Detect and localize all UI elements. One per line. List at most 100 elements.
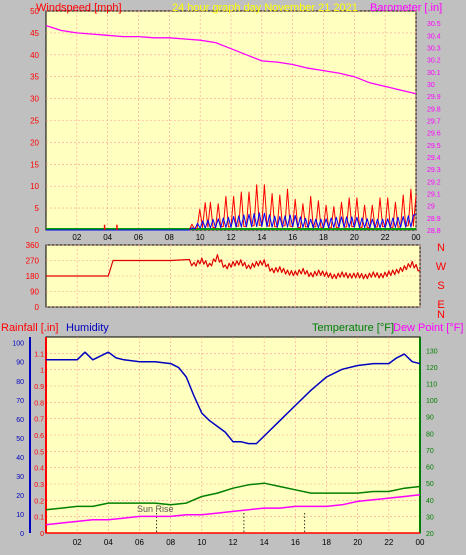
windspeed-axis-title: Windspeed [mph] (36, 2, 122, 14)
temperature-y-tick: 100 (426, 398, 438, 405)
direction-series (46, 254, 421, 280)
graph-title: 24 hour graph day November 21 2021 (172, 2, 358, 14)
barometer-y-tick: 30.1 (427, 70, 441, 77)
wind-baro-series (45, 24, 417, 231)
humidity-y-tick: 40 (16, 455, 24, 462)
wind-baro-x-tick: 20 (350, 233, 359, 242)
wind-average-line (46, 212, 417, 231)
windspeed-y-tick: 10 (30, 182, 39, 191)
barometer-y-tick: 29.8 (427, 106, 441, 113)
windspeed-y-tick: 35 (30, 73, 39, 82)
wind-baro-x-tick: 12 (227, 233, 236, 242)
barometer-y-tick: 29.9 (427, 94, 441, 101)
humidity-line (46, 351, 421, 445)
barometer-y-tick: 30 (427, 82, 435, 89)
barometer-y-tick: 30.5 (427, 21, 441, 28)
rainfall-y-tick: 0.3 (34, 482, 44, 489)
rainfall-y-tick: 0.5 (34, 449, 44, 456)
dewpoint-axis-title: Dew Point [°F] (393, 322, 463, 334)
compass-label: W (436, 261, 447, 273)
rainfall-y-tick: 0.7 (34, 417, 44, 424)
temp-humidity-x-tick: 16 (291, 538, 300, 547)
humidity-y-tick: 70 (16, 398, 24, 405)
windspeed-y-tick: 30 (30, 95, 39, 104)
barometer-y-tick: 29.1 (427, 192, 441, 199)
barometer-y-tick: 29.3 (427, 167, 441, 174)
compass-label: S (437, 280, 444, 292)
windspeed-y-tick: 20 (30, 138, 39, 147)
wind-baro-x-tick: 02 (72, 233, 81, 242)
rainfall-y-tick: 1 (40, 368, 44, 375)
rainfall-y-tick: 0.6 (34, 433, 44, 440)
temperature-y-tick: 60 (426, 465, 434, 472)
wind-baro-x-tick: 06 (134, 233, 143, 242)
compass-label: N (437, 242, 445, 254)
temperature-line (45, 482, 421, 511)
humidity-y-tick: 0 (20, 531, 24, 538)
temperature-y-tick: 110 (426, 382, 437, 389)
barometer-line (45, 24, 417, 95)
rainfall-y-tick: 0 (40, 531, 44, 538)
wind-direction-line (46, 254, 421, 280)
wind-baro-x-tick: 16 (288, 233, 297, 242)
temp-humidity-x-tick: 14 (260, 538, 269, 547)
barometer-y-tick: 29.7 (427, 119, 441, 126)
humidity-y-tick: 30 (16, 474, 24, 481)
direction-y-tick: 360 (26, 241, 40, 250)
wind-baro-x-tick: 04 (103, 233, 112, 242)
wind-baro-x-tick: 18 (319, 233, 328, 242)
rainfall-y-tick: 0.8 (34, 400, 44, 407)
temp-humidity-series (45, 351, 421, 534)
temp-humidity-x-tick: 10 (197, 538, 206, 547)
temperature-y-tick: 130 (426, 348, 438, 355)
direction-y-tick: 180 (26, 272, 40, 281)
dewpoint-line (45, 494, 421, 526)
temperature-y-tick: 80 (426, 431, 434, 438)
humidity-y-tick: 100 (12, 341, 24, 348)
temp-humidity-x-tick: 20 (353, 538, 362, 547)
barometer-y-tick: 29.4 (427, 155, 441, 162)
direction-y-tick: 90 (30, 288, 39, 297)
temperature-y-tick: 90 (426, 415, 434, 422)
direction-y-tick: 0 (35, 303, 40, 312)
rainfall-y-tick: 0.2 (34, 498, 44, 505)
windspeed-y-tick: 45 (30, 29, 39, 38)
temp-humidity-tick-labels: 02 04 06 08 10 12 14 16 18 20 22 0000.10.20.30.40.5… (12, 341, 437, 547)
humidity-y-tick: 80 (16, 379, 24, 386)
rainfall-y-tick: 0.1 (34, 515, 44, 522)
temp-humidity-x-tick: 12 (229, 538, 238, 547)
temp-humidity-x-tick: 08 (166, 538, 175, 547)
wind-baro-x-tick: 14 (257, 233, 266, 242)
humidity-axis-title: Humidity (66, 322, 109, 334)
sunrise-label: Sun Rise (137, 504, 174, 514)
temp-humidity-x-tick: 00 (416, 538, 425, 547)
humidity-y-tick: 10 (16, 512, 24, 519)
barometer-y-tick: 29.6 (427, 131, 441, 138)
humidity-y-tick: 60 (16, 417, 24, 424)
compass-label: E (437, 299, 444, 311)
wind-baro-x-tick: 00 (412, 233, 421, 242)
barometer-y-tick: 28.9 (427, 216, 441, 223)
barometer-y-tick: 30.3 (427, 46, 441, 53)
temp-humidity-x-tick: 22 (384, 538, 393, 547)
temp-humidity-x-tick: 02 (73, 538, 82, 547)
temperature-y-tick: 70 (426, 448, 434, 455)
wind-baro-tick-labels: 02 04 06 08 10 12 14 16 18 20 22 000510152025303540… (30, 7, 441, 242)
humidity-y-tick: 20 (16, 493, 24, 500)
temp-humidity-x-tick: 04 (104, 538, 113, 547)
rainfall-axis-title: Rainfall [.in] (1, 322, 58, 334)
rainfall-y-tick: 1.1 (34, 351, 44, 358)
windspeed-y-tick: 5 (35, 204, 40, 213)
barometer-y-tick: 30.4 (427, 33, 441, 40)
rainfall-y-tick: 0.9 (34, 384, 44, 391)
direction-y-tick: 270 (26, 257, 40, 266)
barometer-y-tick: 29 (427, 204, 435, 211)
windspeed-y-tick: 50 (30, 7, 39, 16)
humidity-y-tick: 50 (16, 436, 24, 443)
temp-humidity-x-tick: 06 (135, 538, 144, 547)
windspeed-y-tick: 0 (35, 226, 40, 235)
windspeed-y-tick: 25 (30, 117, 39, 126)
rainfall-y-tick: 0.4 (34, 466, 44, 473)
